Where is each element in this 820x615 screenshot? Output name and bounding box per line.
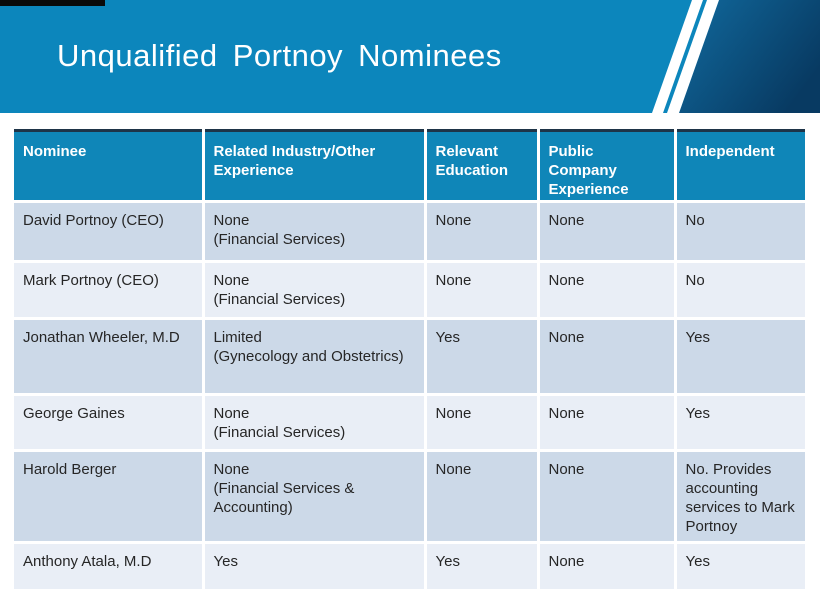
- table-cell-experience: Limited (Gynecology and Obstetrics): [203, 318, 427, 396]
- table-cell-independent: No: [675, 261, 805, 320]
- table-row: Harold Berger None (Financial Services &…: [14, 450, 805, 544]
- column-header-relevant-education: Relevant Education: [425, 129, 540, 203]
- table-cell-education: Yes: [425, 542, 540, 592]
- column-header-public-company-experience: Public Company Experience: [538, 129, 677, 203]
- table-cell-nominee: Harold Berger: [14, 450, 205, 544]
- table-cell-public-company: None: [538, 450, 677, 544]
- table-cell-education: None: [425, 201, 540, 263]
- table-cell-independent: No: [675, 201, 805, 263]
- table-row: Jonathan Wheeler, M.D Limited (Gynecolog…: [14, 318, 805, 396]
- table-cell-public-company: None: [538, 542, 677, 592]
- title-banner: [0, 0, 820, 113]
- table-cell-nominee: Anthony Atala, M.D: [14, 542, 205, 592]
- table-cell-education: None: [425, 261, 540, 320]
- table-cell-public-company: None: [538, 318, 677, 396]
- table-cell-nominee: Jonathan Wheeler, M.D: [14, 318, 205, 396]
- table-row: David Portnoy (CEO) None (Financial Serv…: [14, 201, 805, 263]
- table-cell-education: Yes: [425, 318, 540, 396]
- table-cell-nominee: Mark Portnoy (CEO): [14, 261, 205, 320]
- page-title: Unqualified Portnoy Nominees: [57, 38, 502, 73]
- table-cell-experience: None (Financial Services & Accounting): [203, 450, 427, 544]
- table-cell-experience: None (Financial Services): [203, 201, 427, 263]
- table-cell-education: None: [425, 394, 540, 452]
- table-cell-experience: Yes: [203, 542, 427, 592]
- table-cell-public-company: None: [538, 201, 677, 263]
- diagonal-stripe-icon: [652, 0, 703, 113]
- table-cell-education: None: [425, 450, 540, 544]
- table-cell-independent: No. Provides accounting services to Mark…: [675, 450, 805, 544]
- table-row: Anthony Atala, M.D Yes Yes None Yes: [14, 542, 805, 592]
- column-header-related-experience: Related Industry/Other Experience: [203, 129, 427, 203]
- column-header-independent: Independent: [675, 129, 805, 203]
- table-cell-nominee: George Gaines: [14, 394, 205, 452]
- table-cell-independent: Yes: [675, 394, 805, 452]
- corner-accent: [679, 0, 820, 113]
- table-cell-independent: Yes: [675, 318, 805, 396]
- table-cell-nominee: David Portnoy (CEO): [14, 201, 205, 263]
- banner-graphic: [0, 0, 820, 113]
- table-cell-experience: None (Financial Services): [203, 394, 427, 452]
- table-cell-public-company: None: [538, 394, 677, 452]
- column-header-nominee: Nominee: [14, 129, 205, 203]
- table-cell-independent: Yes: [675, 542, 805, 592]
- top-edge-strip: [0, 0, 105, 6]
- diagonal-stripe-icon: [667, 0, 719, 113]
- table-header-row: Nominee Related Industry/Other Experienc…: [14, 129, 805, 203]
- table-cell-public-company: None: [538, 261, 677, 320]
- table-row: Mark Portnoy (CEO) None (Financial Servi…: [14, 261, 805, 320]
- nominees-table: Nominee Related Industry/Other Experienc…: [14, 129, 805, 592]
- table-row: George Gaines None (Financial Services) …: [14, 394, 805, 452]
- table-cell-experience: None (Financial Services): [203, 261, 427, 320]
